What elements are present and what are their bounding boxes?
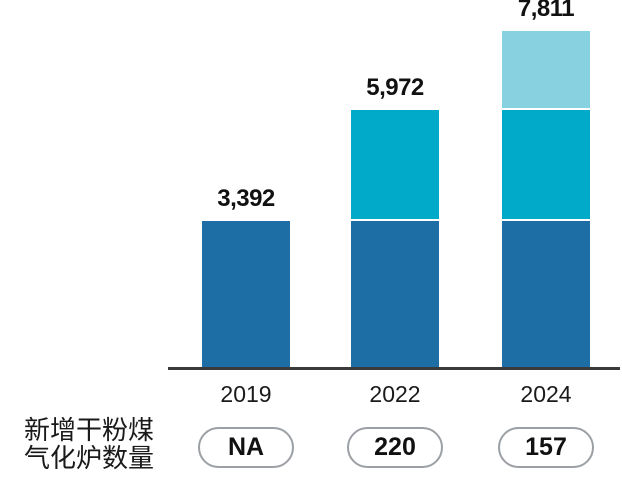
bar-segment-dark-blue-base bbox=[351, 221, 439, 367]
gasifier-count-badge-2024: 157 bbox=[498, 427, 594, 468]
bar-segment-dark-blue-base bbox=[502, 221, 590, 367]
metric-label-line1: 新增干粉煤 bbox=[24, 415, 155, 445]
bar-segment-dark-blue-base bbox=[202, 221, 290, 367]
value-label-2022: 5,972 bbox=[366, 74, 424, 101]
x-tick-label-2024: 2024 bbox=[520, 381, 572, 407]
bar-segment-light-blue-top bbox=[502, 31, 590, 110]
bar-2024 bbox=[502, 31, 590, 367]
value-label-2024: 7,811 bbox=[517, 0, 575, 22]
gasifier-count-badge-2019: NA bbox=[198, 427, 294, 468]
gasifier-count-badge-2022: 220 bbox=[347, 427, 443, 468]
x-tick-label-2019: 2019 bbox=[220, 381, 272, 407]
bar-2022 bbox=[351, 110, 439, 367]
bar-segment-teal-middle bbox=[351, 110, 439, 221]
bar-2019 bbox=[202, 221, 290, 367]
value-label-2019: 3,392 bbox=[217, 185, 275, 212]
x-axis-line bbox=[168, 367, 620, 370]
metric-label: 新增干粉煤 气化炉数量 bbox=[24, 416, 154, 472]
x-tick-label-2022: 2022 bbox=[369, 381, 421, 407]
bar-segment-teal-middle bbox=[502, 110, 590, 221]
metric-label-line2: 气化炉数量 bbox=[24, 443, 155, 473]
